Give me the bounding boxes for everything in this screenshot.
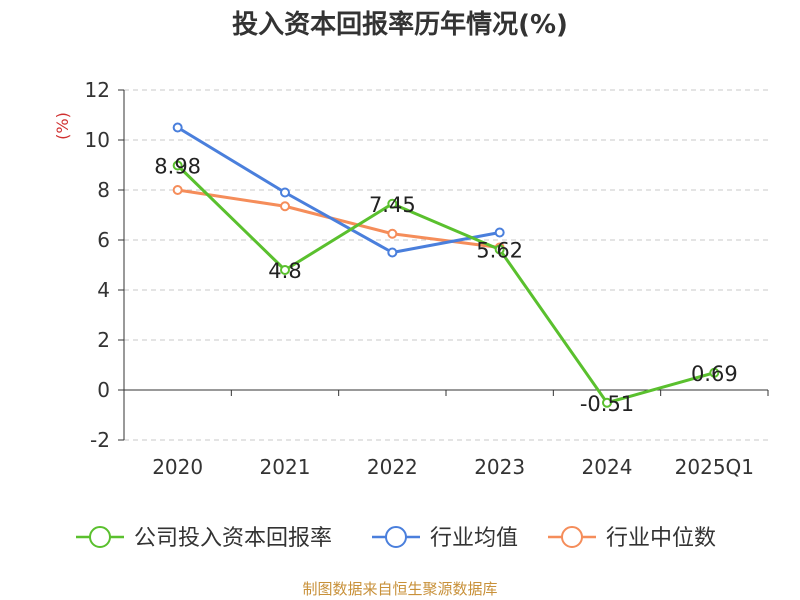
y-tick-label: 0 [97, 378, 110, 402]
y-tick-label: 2 [97, 328, 110, 352]
chart-title: 投入资本回报率历年情况(%) [232, 10, 568, 40]
data-point [280, 187, 290, 198]
data-point [494, 227, 505, 238]
x-tick-label: 2023 [474, 455, 525, 479]
data-point [387, 198, 398, 209]
data-point [280, 201, 290, 212]
data-point [280, 265, 290, 275]
legend-marker [385, 526, 407, 548]
data-point [602, 397, 612, 408]
series-line [177, 188, 500, 249]
series-line [176, 164, 715, 405]
legend-label: 行业均值 [430, 526, 518, 551]
y-axis-unit-label: (%) [53, 112, 72, 140]
data-point [172, 185, 183, 195]
x-tick-label: 2021 [260, 455, 311, 479]
data-point [172, 160, 183, 171]
source-note: 制图数据来自恒生聚源数据库 [302, 580, 498, 598]
x-tick-label: 2024 [582, 455, 633, 479]
data-point [494, 244, 505, 255]
data-point [387, 247, 398, 258]
y-tick-label: 4 [97, 278, 110, 302]
y-tick-label: 12 [85, 78, 110, 102]
data-label: 7.45 [369, 193, 416, 217]
data-label: -0.51 [580, 392, 634, 416]
legend-label: 行业中位数 [606, 526, 716, 551]
y-tick-label: 10 [85, 128, 110, 152]
data-label: 8.98 [154, 155, 201, 179]
data-point [387, 228, 398, 239]
series-line [176, 126, 500, 254]
y-tick-label: 8 [97, 178, 110, 202]
x-tick-label: 2022 [367, 455, 418, 479]
data-point [709, 367, 720, 378]
data-label: 4.8 [268, 259, 301, 283]
x-tick-label: 2025Q1 [675, 455, 754, 479]
x-tick-label: 2020 [152, 455, 203, 479]
legend-label: 公司投入资本回报率 [134, 526, 332, 551]
y-tick-label: -2 [90, 428, 110, 452]
data-label: 0.69 [691, 362, 738, 386]
y-tick-label: 6 [97, 228, 110, 252]
data-point [172, 122, 183, 133]
data-label: 5.62 [476, 239, 523, 263]
legend-marker [89, 526, 111, 548]
legend-marker [561, 526, 583, 548]
